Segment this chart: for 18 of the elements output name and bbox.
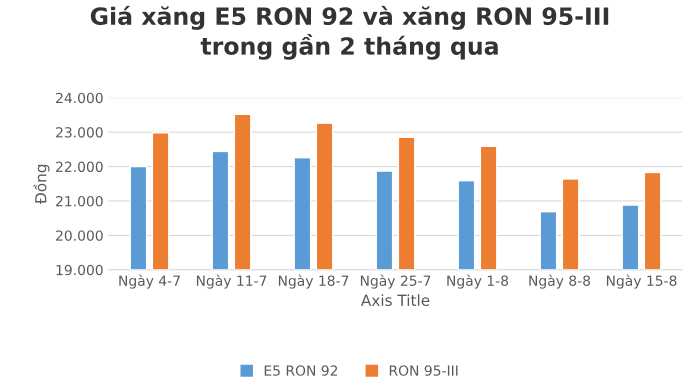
x-tick-label: Ngày 11-7 (196, 274, 266, 289)
y-tick-label: 21.000 (56, 196, 103, 206)
x-axis-title: Axis Title (360, 294, 430, 306)
legend-label: RON 95-III (390, 365, 458, 376)
y-tick-label: 24.000 (56, 92, 103, 104)
x-tick-label: Ngày 25-7 (360, 274, 430, 289)
y-axis-title: Đồng (33, 164, 50, 204)
legend-label: E5 RON 92 (264, 365, 338, 376)
x-tick-label: Ngày 18-7 (278, 274, 348, 289)
x-tick-label: Ngày 4-7 (119, 274, 180, 289)
y-tick-label: 20.000 (56, 230, 103, 241)
y-tick-label: 22.000 (56, 162, 103, 172)
x-tick-label: Ngày 8-8 (529, 274, 590, 289)
y-tick-label: 23.000 (56, 127, 103, 138)
y-tick-label: 19.000 (56, 264, 103, 276)
x-tick-label: Ngày 15-8 (606, 274, 676, 289)
chart-title: Giá xăng E5 RON 92 và xăng RON 95-III trong gần 2 tháng qua (90, 6, 608, 60)
x-tick-label: Ngày 1-8 (447, 274, 508, 289)
